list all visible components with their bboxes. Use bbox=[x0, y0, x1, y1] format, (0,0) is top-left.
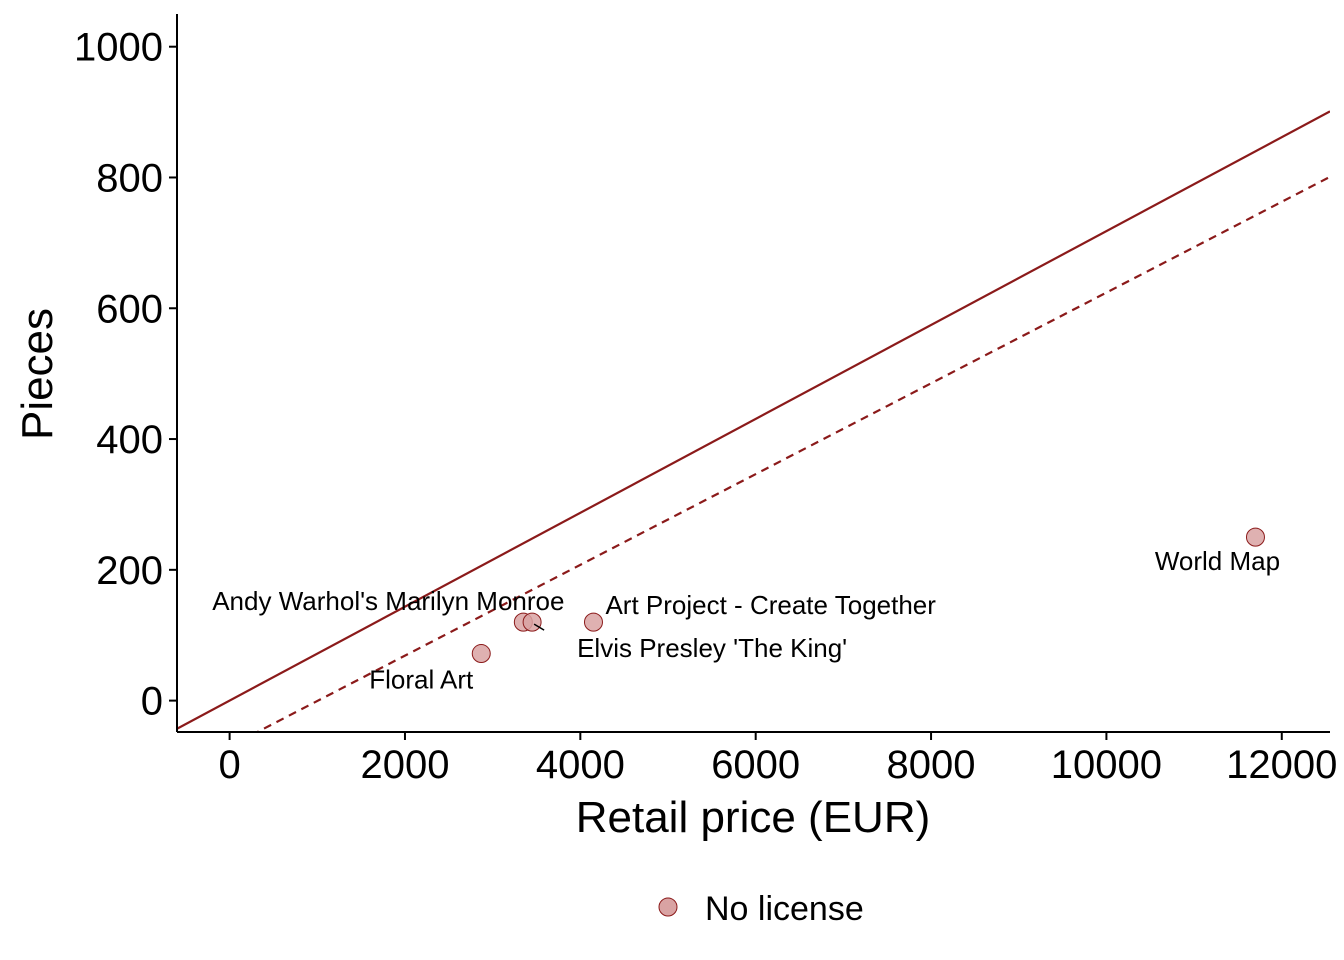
point-label: Andy Warhol's Marilyn Monroe bbox=[212, 586, 564, 616]
point-label: Floral Art bbox=[369, 665, 474, 695]
x-tick-label: 12000 bbox=[1226, 743, 1337, 787]
data-point bbox=[471, 644, 491, 664]
x-tick-label: 2000 bbox=[360, 743, 449, 787]
data-points bbox=[471, 527, 1265, 664]
label-leader-line bbox=[533, 623, 545, 631]
y-axis-ticks: 0 200 400 600 800 1000 bbox=[74, 26, 177, 724]
reference-line-dashed bbox=[255, 175, 1330, 732]
y-tick-label: 200 bbox=[96, 549, 163, 593]
x-tick-label: 6000 bbox=[711, 743, 800, 787]
legend: No license bbox=[658, 890, 864, 928]
x-tick-label: 4000 bbox=[536, 743, 625, 787]
point-label: Art Project - Create Together bbox=[605, 590, 936, 620]
data-point bbox=[522, 612, 542, 632]
y-tick-label: 800 bbox=[96, 156, 163, 200]
axes bbox=[176, 14, 1330, 733]
y-tick-label: 400 bbox=[96, 418, 163, 462]
point-label: World Map bbox=[1155, 546, 1280, 576]
y-tick-label: 0 bbox=[141, 680, 163, 724]
x-tick-label: 10000 bbox=[1051, 743, 1162, 787]
legend-label-no-license: No license bbox=[705, 890, 864, 928]
x-axis-title: Retail price (EUR) bbox=[576, 793, 931, 842]
point-label: Elvis Presley 'The King' bbox=[577, 633, 847, 663]
y-tick-label: 600 bbox=[96, 287, 163, 331]
reference-lines bbox=[177, 110, 1330, 732]
y-tick-label: 1000 bbox=[74, 26, 163, 70]
data-point bbox=[1245, 527, 1265, 547]
x-axis-ticks: 0 2000 4000 6000 8000 10000 12000 bbox=[218, 732, 1337, 787]
legend-marker-no-license bbox=[658, 897, 678, 917]
point-labels: World Map Art Project - Create Together An… bbox=[212, 546, 1280, 694]
y-axis-title: Pieces bbox=[13, 308, 62, 440]
x-tick-label: 8000 bbox=[887, 743, 976, 787]
data-point bbox=[583, 612, 603, 632]
x-tick-label: 0 bbox=[218, 743, 240, 787]
reference-line-solid bbox=[177, 110, 1330, 730]
